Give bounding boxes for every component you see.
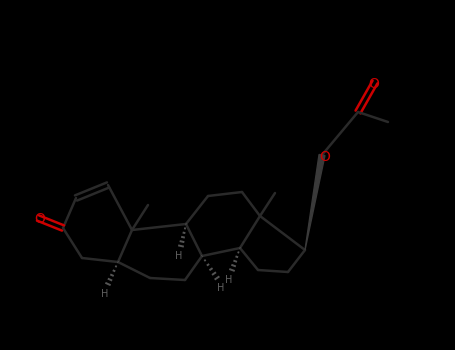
Text: H: H — [175, 251, 183, 261]
Text: O: O — [319, 150, 330, 164]
Text: O: O — [35, 212, 46, 226]
Text: H: H — [217, 283, 225, 293]
Text: H: H — [225, 275, 233, 285]
Text: H: H — [101, 289, 109, 299]
Text: O: O — [369, 77, 379, 91]
Polygon shape — [305, 154, 325, 250]
